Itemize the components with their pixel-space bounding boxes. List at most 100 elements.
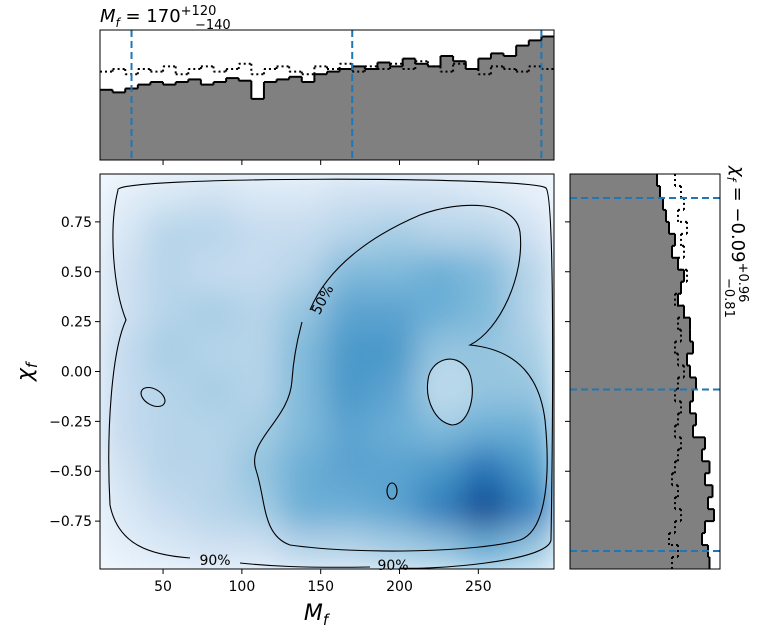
hist-bar [570, 245, 672, 259]
density-cell [371, 528, 419, 569]
hist-bar [570, 485, 713, 498]
hist-bar [213, 82, 227, 160]
y-tick-label: −0.75 [49, 514, 92, 530]
density-cell [416, 252, 465, 294]
x-tick-label: 50 [154, 579, 172, 595]
density-cell [100, 489, 147, 531]
hist-bar [364, 69, 378, 160]
hist-bar [175, 82, 189, 160]
density-clip [100, 174, 554, 569]
hist-bar [570, 509, 714, 522]
density-cell [462, 291, 510, 333]
density-cell [326, 528, 374, 569]
density-cell [507, 449, 554, 491]
x-tick-label: 150 [307, 579, 334, 595]
density-cell [462, 174, 510, 215]
contour-90 [108, 178, 554, 569]
hist-bar [352, 66, 366, 160]
density-cell [507, 331, 554, 373]
hist-bar [570, 461, 710, 474]
hist-bar [570, 293, 678, 307]
hist-bar [570, 449, 702, 462]
y-tick-label: 0.50 [61, 265, 92, 281]
hist-bar [570, 533, 702, 546]
density-cell [280, 449, 328, 491]
density-cell [326, 489, 374, 531]
y-tick-label: 0.75 [61, 215, 92, 231]
density-cell [507, 370, 554, 412]
title-text: = 170 [120, 6, 181, 27]
density-cell [371, 489, 419, 531]
density-cell [326, 174, 374, 215]
density-cell [144, 370, 192, 412]
density-cell [371, 174, 419, 215]
hist-bar [570, 257, 678, 271]
density-cell [100, 252, 147, 294]
density-cell [507, 489, 554, 531]
hist-bar [516, 45, 530, 160]
density-cell [462, 212, 510, 254]
density-cell [189, 410, 238, 452]
density-cell [280, 291, 328, 333]
density-cell [144, 252, 192, 294]
density-cell [235, 489, 283, 531]
hist-bar [100, 89, 114, 160]
density-cell [100, 174, 147, 215]
hist-bar [453, 61, 467, 161]
hist-bar [570, 174, 657, 187]
density-cell [371, 291, 419, 333]
density-cell [507, 528, 554, 569]
density-cell [144, 410, 192, 452]
hist-bar [377, 62, 391, 160]
density-cell [416, 331, 465, 373]
contour-hole [426, 358, 473, 426]
density-cell [100, 370, 147, 412]
hist-bar [226, 78, 240, 160]
density-cell [189, 489, 238, 531]
density-cell [416, 410, 465, 452]
label-sub: f [23, 360, 41, 368]
density-cell [462, 252, 510, 294]
hist-bar [570, 401, 690, 414]
density-cell [235, 291, 283, 333]
hist-bar [465, 69, 479, 160]
density-cell [144, 489, 192, 531]
density-cell [235, 449, 283, 491]
density-cell [326, 410, 374, 452]
hist-bar [570, 353, 687, 367]
title-lower: −140 [195, 18, 231, 33]
hist-bar [570, 209, 666, 223]
hist-bar [289, 76, 303, 160]
hist-bar [570, 389, 693, 402]
y-tick-label: −0.25 [49, 414, 92, 430]
hist-bar [570, 233, 675, 247]
title-lower: −0.81 [721, 278, 736, 318]
density-cell [416, 291, 465, 333]
hist-bar [251, 98, 265, 160]
contour-label: 90% [199, 553, 230, 569]
hist-bar [478, 58, 492, 160]
density-cell [416, 449, 465, 491]
density-cell [189, 528, 238, 569]
top-frame [99, 29, 555, 161]
contour-island [386, 482, 398, 500]
hist-bar [402, 58, 416, 160]
hist-bar [163, 84, 177, 160]
density-cell [235, 331, 283, 373]
hist-bar [301, 82, 315, 160]
density-cell [144, 528, 192, 569]
hist-bar [503, 56, 517, 160]
hist-bar [570, 413, 696, 426]
density-cell [326, 370, 374, 412]
x-tick-label: 200 [386, 579, 413, 595]
density-cell [280, 212, 328, 254]
density-cell [235, 212, 283, 254]
density-cell [280, 174, 328, 215]
density-cell [371, 410, 419, 452]
density-cell [371, 252, 419, 294]
density-cell [235, 370, 283, 412]
label-symbol: χ [13, 367, 38, 382]
density-cell [280, 410, 328, 452]
hist-bar [390, 66, 404, 160]
